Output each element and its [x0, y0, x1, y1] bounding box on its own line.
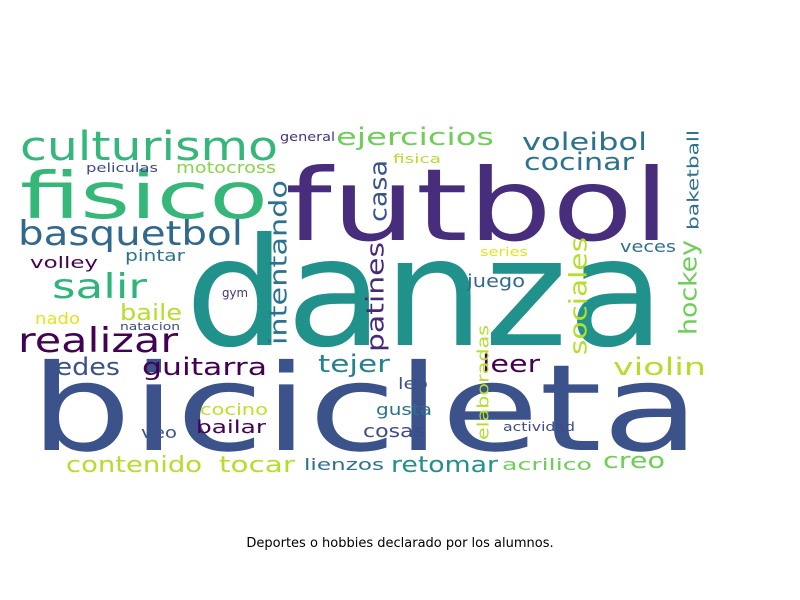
word-voleibol: voleibol — [522, 128, 647, 156]
word-tejer: tejer — [318, 350, 390, 378]
word-salir: salir — [52, 267, 147, 307]
word-basquetbol: basquetbol — [18, 214, 243, 254]
word-cocino: cocino — [200, 400, 268, 419]
word-pintar: pintar — [125, 246, 186, 265]
word-futbol: futbol — [285, 147, 670, 264]
word-fisico: fisico — [20, 160, 268, 234]
word-casa: casa — [365, 160, 393, 222]
word-guitarra: guitarra — [142, 353, 267, 381]
word-natacion: natacion — [120, 320, 180, 333]
word-realizar: realizar — [18, 321, 178, 361]
word-bailar: bailar — [196, 417, 267, 438]
word-sociales: sociales — [565, 237, 593, 355]
word-gusta: gusta — [376, 400, 432, 419]
word-nado: nado — [35, 309, 80, 328]
word-cosas: cosas — [363, 421, 425, 442]
word-acrilico: acrilico — [502, 455, 592, 474]
figure-caption: Deportes o hobbies declarado por los alu… — [246, 536, 554, 551]
word-general: general — [280, 130, 335, 144]
word-violin: violin — [613, 353, 706, 381]
word-bicicleta: bicicleta — [30, 340, 700, 479]
word-retomar: retomar — [391, 453, 499, 478]
word-baketball: baketball — [683, 130, 702, 230]
word-gym: gym — [222, 286, 248, 300]
word-hockey: hockey — [675, 240, 703, 335]
word-intentando: intentando — [265, 180, 293, 345]
word-fisica: fisica — [393, 152, 441, 166]
word-elaboradas: elaboradas — [473, 325, 492, 440]
word-cocinar: cocinar — [524, 148, 634, 176]
word-juego: juego — [466, 271, 525, 292]
word-patines: patines — [362, 242, 390, 352]
word-motocross: motocross — [176, 158, 276, 177]
word-series: series — [480, 245, 528, 259]
word-actividad: actividad — [503, 420, 575, 434]
word-lienzos: lienzos — [304, 455, 384, 474]
word-peliculas: peliculas — [86, 161, 158, 175]
word-leer: leer — [482, 350, 540, 378]
word-baile: baile — [120, 301, 182, 326]
word-volley: volley — [30, 253, 98, 272]
word-contenido: contenido — [66, 453, 202, 478]
word-veo: veo — [141, 423, 177, 442]
word-leo: leo — [398, 374, 428, 393]
word-creo: creo — [603, 449, 665, 474]
word-veces: veces — [620, 237, 676, 256]
word-ejercicios: ejercicios — [336, 123, 494, 151]
word-danza: danza — [185, 207, 665, 381]
word-culturismo: culturismo — [20, 124, 278, 170]
word-redes: redes — [45, 353, 120, 381]
word-tocar: tocar — [219, 453, 296, 478]
